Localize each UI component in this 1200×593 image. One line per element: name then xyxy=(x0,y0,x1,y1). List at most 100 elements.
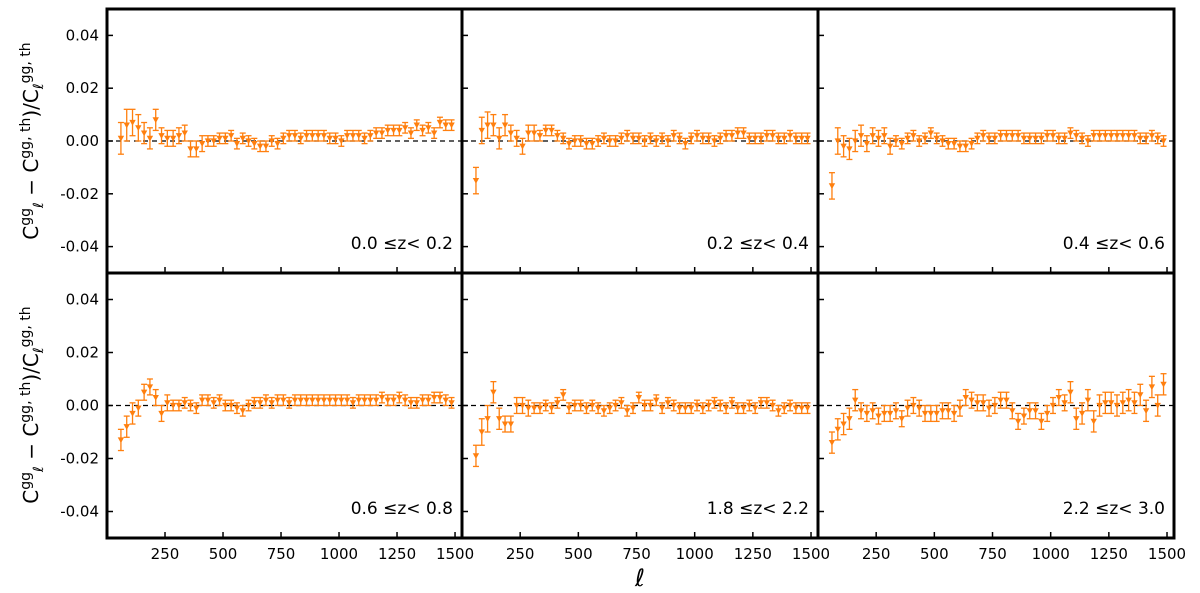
triangle-marker xyxy=(624,408,631,414)
triangle-marker xyxy=(1014,418,1022,425)
data-point xyxy=(600,404,608,417)
triangle-marker xyxy=(687,405,695,412)
data-point xyxy=(560,132,567,145)
triangle-marker xyxy=(204,397,212,404)
data-point xyxy=(1061,132,1068,145)
data-point xyxy=(641,399,648,412)
data-point xyxy=(1119,129,1127,142)
triangle-marker xyxy=(554,400,561,407)
data-point xyxy=(910,129,917,142)
triangle-marker xyxy=(647,402,654,409)
data-point xyxy=(846,137,853,161)
data-point xyxy=(164,129,171,147)
triangle-marker xyxy=(746,135,753,142)
triangle-marker xyxy=(496,135,503,142)
data-point xyxy=(425,121,432,134)
data-point xyxy=(193,140,200,158)
triangle-marker xyxy=(554,133,561,139)
data-point xyxy=(664,135,672,147)
data-point xyxy=(280,394,287,407)
triangle-marker xyxy=(635,394,643,401)
triangle-marker xyxy=(436,119,444,126)
triangle-marker xyxy=(945,408,952,414)
triangle-marker xyxy=(274,141,281,147)
triangle-marker xyxy=(442,397,449,404)
triangle-marker xyxy=(530,130,538,137)
triangle-marker xyxy=(881,133,888,139)
data-point xyxy=(193,402,200,415)
data-point xyxy=(950,404,958,423)
triangle-marker xyxy=(751,135,759,142)
data-point xyxy=(430,127,438,140)
triangle-marker xyxy=(1038,418,1045,425)
triangle-marker xyxy=(146,384,154,391)
triangle-marker xyxy=(309,397,316,404)
data-point xyxy=(904,132,911,145)
triangle-marker xyxy=(962,394,969,401)
triangle-marker xyxy=(852,397,859,404)
data-point xyxy=(542,399,549,412)
data-point xyxy=(233,402,241,415)
data-point xyxy=(717,399,724,412)
triangle-marker xyxy=(682,141,689,147)
triangle-marker xyxy=(129,410,136,417)
data-point xyxy=(204,394,212,407)
data-point xyxy=(746,399,753,412)
data-point xyxy=(699,132,707,145)
triangle-marker xyxy=(1107,133,1115,139)
triangle-marker xyxy=(216,397,223,404)
triangle-marker xyxy=(332,135,339,142)
panel-6 xyxy=(816,271,1176,540)
triangle-marker xyxy=(1020,135,1028,142)
data-point xyxy=(140,121,148,145)
data-point xyxy=(181,124,188,142)
triangle-marker xyxy=(338,138,345,145)
triangle-marker xyxy=(956,405,964,412)
data-point xyxy=(378,391,386,404)
data-point xyxy=(892,402,900,420)
data-point xyxy=(589,399,596,412)
data-point xyxy=(1102,391,1109,415)
triangle-marker xyxy=(1003,133,1010,139)
triangle-marker xyxy=(501,122,509,129)
data-point xyxy=(1148,375,1156,399)
data-point xyxy=(117,428,125,452)
triangle-marker xyxy=(542,402,549,409)
data-point xyxy=(1107,391,1115,415)
triangle-marker xyxy=(840,143,847,150)
data-point xyxy=(916,399,923,417)
triangle-marker xyxy=(309,133,316,139)
data-point xyxy=(343,394,351,407)
data-point xyxy=(781,402,788,415)
triangle-marker xyxy=(910,133,917,139)
triangle-marker xyxy=(210,400,217,407)
triangle-marker xyxy=(513,135,520,142)
data-point xyxy=(1084,135,1092,147)
triangle-marker xyxy=(898,141,905,147)
data-point xyxy=(828,431,836,454)
triangle-marker xyxy=(653,397,660,404)
triangle-marker xyxy=(291,397,299,404)
triangle-marker xyxy=(390,127,397,134)
data-point xyxy=(863,404,871,423)
data-point xyxy=(372,394,380,407)
triangle-marker xyxy=(763,400,771,407)
data-point xyxy=(734,127,741,140)
triangle-marker xyxy=(734,405,741,412)
triangle-marker xyxy=(565,141,573,147)
data-point xyxy=(390,394,397,407)
triangle-marker xyxy=(933,410,940,417)
triangle-marker xyxy=(751,405,759,412)
data-point xyxy=(1061,394,1068,412)
triangle-marker xyxy=(1073,416,1080,422)
triangle-marker xyxy=(658,135,666,142)
data-point xyxy=(693,129,701,142)
triangle-marker xyxy=(717,402,724,409)
data-point xyxy=(781,132,788,145)
triangle-marker xyxy=(384,127,391,134)
data-point xyxy=(1102,129,1109,142)
data-point xyxy=(349,129,357,142)
triangle-marker xyxy=(840,421,847,428)
data-point xyxy=(268,396,275,409)
data-point xyxy=(472,166,480,195)
